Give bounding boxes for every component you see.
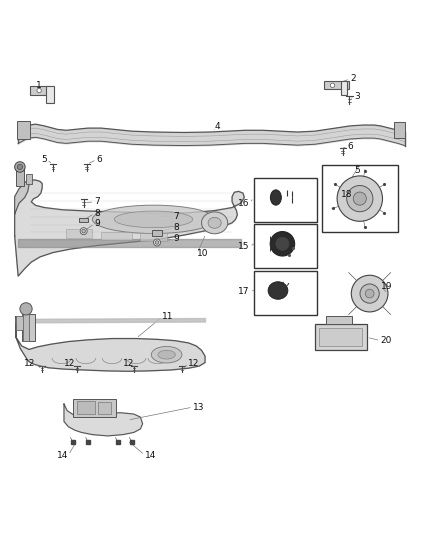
Circle shape [330, 83, 335, 87]
Text: 19: 19 [381, 281, 392, 290]
Polygon shape [14, 180, 29, 214]
Text: 10: 10 [197, 249, 208, 258]
Text: 12: 12 [123, 359, 134, 368]
Text: 7: 7 [173, 212, 179, 221]
Text: 5: 5 [41, 155, 46, 164]
Text: 15: 15 [238, 243, 250, 252]
Text: 14: 14 [145, 450, 156, 459]
Text: 9: 9 [173, 235, 179, 244]
Text: 8: 8 [173, 223, 179, 232]
Bar [254, 178, 317, 222]
Circle shape [360, 284, 379, 303]
Text: 12: 12 [188, 359, 200, 368]
Circle shape [17, 164, 22, 169]
Circle shape [155, 241, 159, 244]
Circle shape [270, 231, 295, 256]
Circle shape [153, 239, 160, 246]
Ellipse shape [268, 282, 288, 299]
Bar [79, 218, 88, 222]
Bar [98, 402, 111, 414]
Ellipse shape [270, 190, 281, 205]
Polygon shape [16, 317, 205, 372]
Bar [46, 86, 53, 103]
Bar [21, 313, 35, 341]
Bar [254, 271, 317, 314]
Text: 6: 6 [348, 142, 353, 151]
Ellipse shape [151, 346, 182, 363]
Circle shape [80, 228, 87, 235]
Bar [341, 82, 347, 95]
Bar [17, 120, 29, 139]
Bar [101, 232, 132, 240]
Text: 12: 12 [64, 359, 75, 368]
Bar [254, 224, 317, 268]
Polygon shape [14, 180, 244, 276]
Circle shape [337, 176, 382, 221]
Text: 16: 16 [238, 199, 250, 208]
Circle shape [37, 88, 41, 93]
Ellipse shape [208, 217, 221, 228]
Ellipse shape [158, 350, 175, 359]
Bar [321, 165, 398, 232]
Text: 13: 13 [193, 402, 204, 411]
Circle shape [82, 229, 85, 233]
Polygon shape [64, 404, 143, 436]
Text: 20: 20 [381, 336, 392, 345]
Bar [73, 399, 117, 417]
Bar [26, 174, 32, 184]
Bar [23, 310, 28, 341]
Bar [324, 82, 349, 89]
Text: 12: 12 [24, 359, 35, 368]
Text: 7: 7 [95, 197, 100, 206]
Bar [319, 328, 362, 346]
Circle shape [353, 192, 366, 205]
Text: 4: 4 [215, 122, 220, 131]
Circle shape [351, 275, 388, 312]
Circle shape [365, 289, 374, 298]
Text: 5: 5 [354, 166, 360, 175]
Ellipse shape [201, 212, 228, 234]
Text: 6: 6 [97, 155, 102, 164]
Ellipse shape [92, 205, 215, 233]
Bar [326, 316, 352, 324]
Text: 9: 9 [95, 219, 100, 228]
Bar [16, 316, 27, 330]
Text: 8: 8 [95, 209, 100, 218]
Ellipse shape [114, 211, 193, 228]
Circle shape [347, 185, 373, 212]
Bar [30, 86, 50, 95]
Circle shape [20, 303, 32, 315]
Text: 18: 18 [341, 190, 353, 199]
Bar [77, 401, 95, 414]
Bar [16, 168, 24, 185]
Bar [141, 233, 166, 241]
Text: 2: 2 [350, 74, 356, 83]
Text: 17: 17 [238, 287, 250, 296]
Text: 1: 1 [36, 81, 42, 90]
Bar [152, 230, 162, 236]
Text: 14: 14 [57, 450, 68, 459]
Bar [394, 122, 405, 138]
Circle shape [276, 237, 289, 251]
Bar [66, 229, 92, 238]
Text: 11: 11 [162, 312, 174, 321]
Bar [315, 324, 367, 350]
Circle shape [14, 161, 25, 172]
Text: 3: 3 [354, 92, 360, 101]
